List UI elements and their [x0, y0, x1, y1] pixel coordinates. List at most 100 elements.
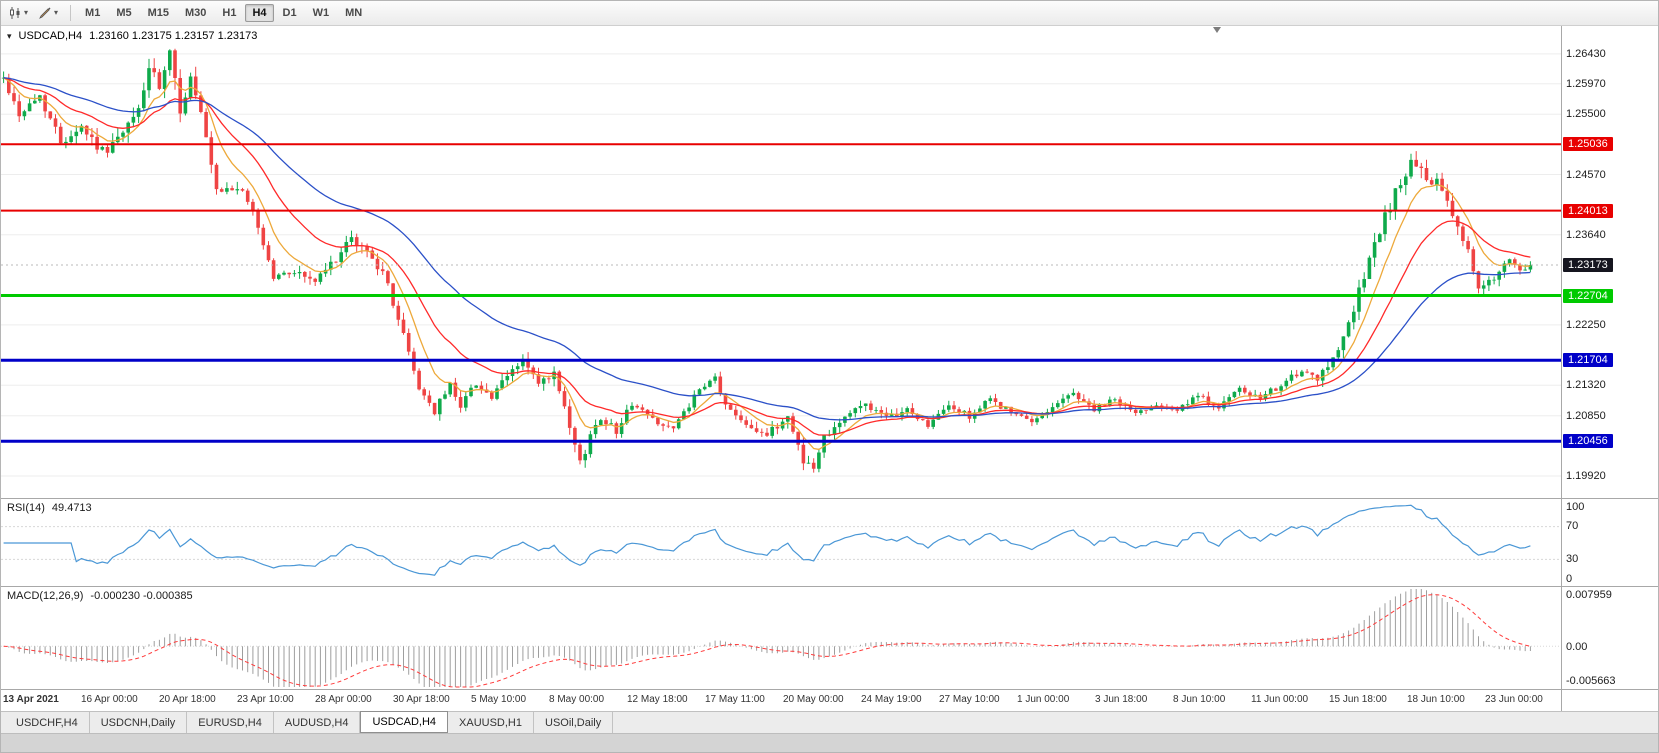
chart-tab-audusd-h4[interactable]: AUDUSD,H4 — [274, 712, 361, 733]
price-axis-tick: 1.26430 — [1566, 47, 1606, 60]
timeframe-button-h4[interactable]: H4 — [245, 4, 274, 22]
time-axis-label: 18 Jun 10:00 — [1407, 694, 1465, 706]
price-axis-tick: 1.23640 — [1566, 228, 1606, 241]
chart-shift-marker[interactable] — [1213, 27, 1221, 33]
rsi-panel: RSI(14) 49.4713 100 70 30 0 — [1, 497, 1658, 587]
price-line-label[interactable]: 1.24013 — [1563, 203, 1613, 218]
dropdown-caret-icon: ▾ — [54, 8, 59, 17]
chart-tab-usdcnh-daily[interactable]: USDCNH,Daily — [90, 712, 188, 733]
price-line-label[interactable]: 1.20456 — [1563, 434, 1613, 449]
time-axis-label: 20 May 00:00 — [783, 694, 844, 706]
time-axis-corner — [1561, 690, 1658, 712]
time-axis-label: 30 Apr 18:00 — [393, 694, 450, 706]
chart-type-icon — [8, 6, 22, 20]
rsi-value: 49.4713 — [51, 501, 92, 514]
chart-tab-usoil-daily[interactable]: USOil,Daily — [534, 712, 614, 733]
timeframe-button-m30[interactable]: M30 — [185, 7, 207, 19]
candle-bodies-up — [1, 50, 1533, 469]
time-axis-label: 5 May 10:00 — [471, 694, 527, 706]
price-line-label[interactable]: 1.21704 — [1563, 353, 1613, 368]
timeframe-button-h1[interactable]: H1 — [222, 7, 237, 19]
macd-axis[interactable]: 0.007959 0.00 -0.005663 — [1561, 587, 1658, 690]
macd-label: MACD(12,26,9) — [7, 590, 84, 603]
time-axis-label: 23 Apr 10:00 — [237, 694, 294, 706]
candle-wicks-up — [3, 49, 1531, 473]
price-axis-tick: 1.19920 — [1566, 470, 1606, 482]
time-axis-label: 11 Jun 00:00 — [1251, 694, 1309, 706]
time-axis-label: 17 May 11:00 — [705, 694, 765, 706]
macd-axis-tick: -0.005663 — [1566, 675, 1616, 688]
time-axis-label: 24 May 19:00 — [861, 694, 922, 706]
chart-symbol-period: USDCAD,H4 — [18, 30, 83, 42]
moving-average-20 — [3, 77, 1531, 436]
chart-dropdown-arrow-icon[interactable]: ▾ — [7, 30, 12, 41]
rsi-axis-tick: 100 — [1566, 500, 1585, 513]
macd-svg — [1, 589, 1561, 688]
time-axis-label: 28 Apr 00:00 — [315, 694, 372, 706]
macd-axis-tick: 0.007959 — [1566, 589, 1612, 602]
current-price-label[interactable]: 1.23173 — [1563, 258, 1613, 272]
rsi-title: RSI(14) 49.4713 — [7, 502, 92, 514]
timeframe-button-mn[interactable]: MN — [345, 7, 363, 19]
price-line-label[interactable]: 1.25036 — [1563, 137, 1613, 152]
dropdown-caret-icon: ▾ — [24, 8, 29, 17]
toolbar: ▾ ▾ M1 M5 M15 M30 H1 H4 D1 W1 MN — [1, 1, 1658, 26]
time-axis-label: 23 Jun 00:00 — [1485, 694, 1543, 706]
rsi-axis[interactable]: 100 70 30 0 — [1561, 498, 1658, 587]
price-chart-area[interactable]: ▾ USDCAD,H4 1.23160 1.23175 1.23157 1.23… — [1, 26, 1561, 498]
toolbar-separator — [70, 5, 72, 21]
chart-tab-usdchf-h4[interactable]: USDCHF,H4 — [5, 712, 90, 733]
timeframe-group: M1 M5 M15 M30 H1 H4 D1 W1 MN — [77, 4, 370, 22]
macd-signal-line — [3, 594, 1531, 688]
price-axis-tick: 1.25500 — [1566, 108, 1606, 121]
rsi-axis-tick: 70 — [1566, 520, 1579, 533]
toolbar-icon-group: ▾ ▾ — [4, 3, 64, 23]
rsi-axis-tick: 0 — [1566, 572, 1573, 585]
price-line-label[interactable]: 1.22704 — [1563, 288, 1613, 303]
time-axis-label: 27 May 10:00 — [939, 694, 1000, 706]
timeframe-button-d1[interactable]: D1 — [282, 7, 297, 19]
macd-axis-tick: 0.00 — [1566, 640, 1588, 653]
candle-bodies-down — [7, 50, 1522, 469]
drawing-tools-button[interactable]: ▾ — [34, 3, 62, 23]
macd-title: MACD(12,26,9) -0.000230 -0.000385 — [7, 590, 193, 602]
chart-tab-xauusd-h1[interactable]: XAUUSD,H1 — [448, 712, 534, 733]
time-axis-label: 20 Apr 18:00 — [159, 694, 216, 706]
timeframe-button-m1[interactable]: M1 — [85, 7, 101, 19]
chart-type-button[interactable]: ▾ — [4, 3, 32, 23]
price-axis-tick: 1.22250 — [1566, 318, 1606, 331]
time-axis-row: 13 Apr 2021 16 Apr 00:00 20 Apr 18:00 23 Ap… — [1, 689, 1658, 712]
timeframe-button-w1[interactable]: W1 — [312, 7, 330, 19]
price-chart-svg — [1, 48, 1561, 477]
price-axis-tick: 1.21320 — [1566, 379, 1606, 392]
time-axis-label: 8 Jun 10:00 — [1173, 694, 1226, 706]
chart-tab-bar: USDCHF,H4 USDCNH,Daily EURUSD,H4 AUDUSD,H4 U… — [1, 711, 1658, 733]
rsi-axis-tick: 30 — [1566, 553, 1579, 566]
time-axis[interactable]: 13 Apr 2021 16 Apr 00:00 20 Apr 18:00 23 Ap… — [1, 690, 1561, 712]
bottom-filler — [1, 732, 1658, 752]
drawing-tools-icon — [38, 6, 52, 20]
chart-ohlc-values: 1.23160 1.23175 1.23157 1.23173 — [89, 30, 258, 42]
moving-average-45 — [3, 77, 1531, 421]
timeframe-button-m5[interactable]: M5 — [116, 7, 132, 19]
time-axis-label: 12 May 18:00 — [627, 694, 688, 706]
time-axis-label: 8 May 00:00 — [549, 694, 605, 706]
price-axis-tick: 1.20850 — [1566, 409, 1606, 422]
time-axis-label: 3 Jun 18:00 — [1095, 694, 1148, 706]
macd-chart-area[interactable]: MACD(12,26,9) -0.000230 -0.000385 — [1, 587, 1561, 690]
chart-tab-eurusd-h4[interactable]: EURUSD,H4 — [187, 712, 274, 733]
chart-title: ▾ USDCAD,H4 1.23160 1.23175 1.23157 1.23… — [7, 30, 257, 42]
time-axis-label: 16 Apr 00:00 — [81, 694, 138, 706]
main-chart-panel: ▾ USDCAD,H4 1.23160 1.23175 1.23157 1.23… — [1, 26, 1658, 498]
rsi-svg — [1, 504, 1561, 576]
macd-values: -0.000230 -0.000385 — [90, 590, 193, 603]
time-axis-label: 13 Apr 2021 — [3, 694, 59, 706]
moving-average-8 — [3, 77, 1531, 451]
macd-panel: MACD(12,26,9) -0.000230 -0.000385 0.0079… — [1, 586, 1658, 690]
price-axis[interactable]: 1.26430 1.25970 1.25500 1.24570 1.23640 1.222… — [1561, 26, 1658, 498]
chart-tab-usdcad-h4[interactable]: USDCAD,H4 — [360, 711, 449, 733]
rsi-chart-area[interactable]: RSI(14) 49.4713 — [1, 498, 1561, 587]
rsi-label: RSI(14) — [7, 501, 45, 514]
timeframe-button-m15[interactable]: M15 — [147, 7, 169, 19]
